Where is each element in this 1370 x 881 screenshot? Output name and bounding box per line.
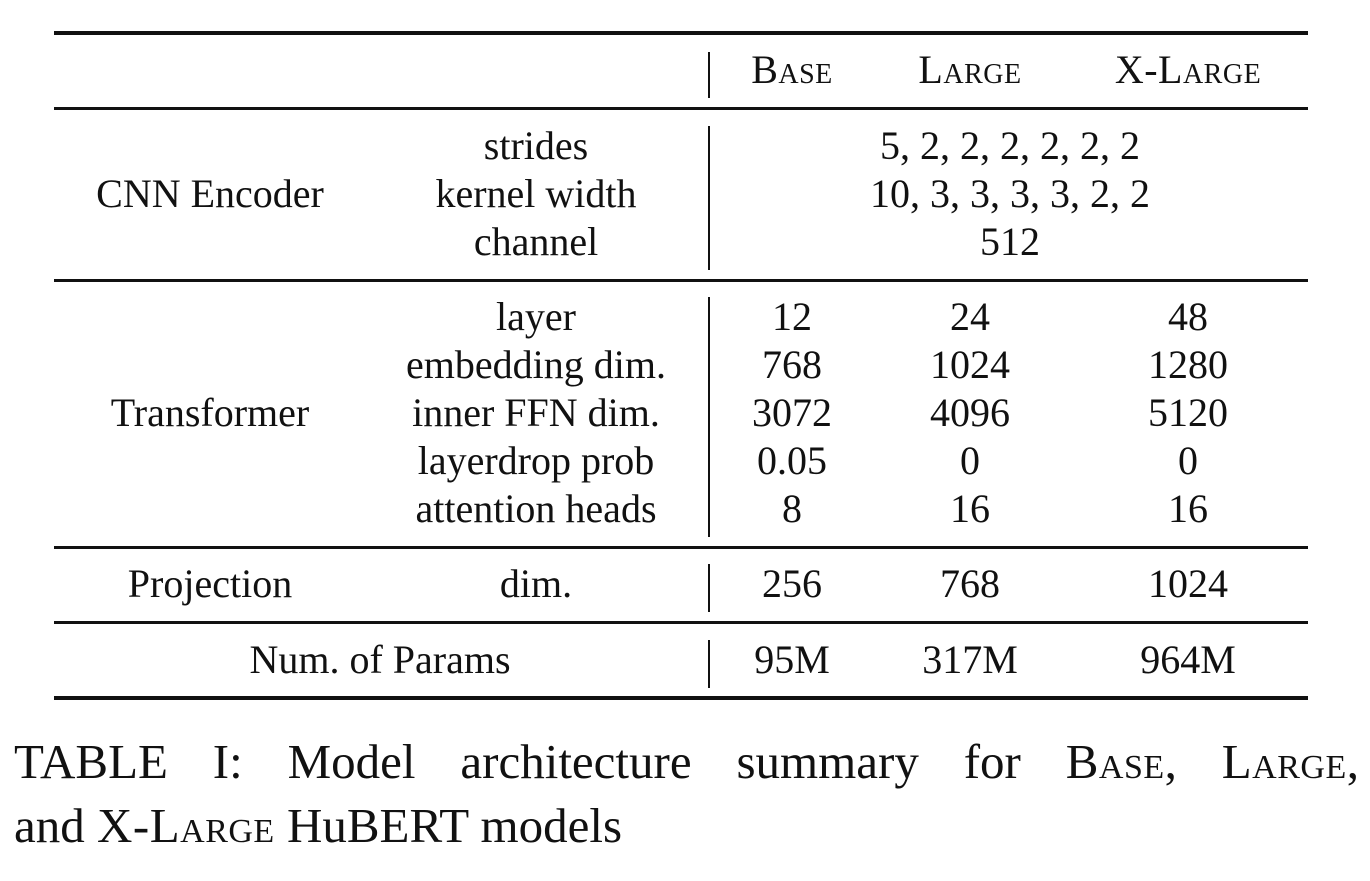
value-large: 317M: [922, 637, 1018, 682]
row-label: layerdrop prob: [417, 438, 655, 483]
value-large: 16: [950, 486, 990, 531]
caption-base: Base: [1065, 734, 1165, 789]
column-separator: [708, 640, 710, 688]
value-large: 24: [950, 294, 990, 339]
value-large: 1024: [930, 342, 1010, 387]
value-base: 3072: [752, 390, 832, 435]
cnn-value: 5, 2, 2, 2, 2, 2, 2: [880, 123, 1140, 168]
value-base: 256: [762, 561, 822, 606]
row-label: kernel width: [435, 171, 637, 216]
caption-prefix: TABLE I: Model architecture summary for: [14, 734, 1066, 789]
row-label: channel: [473, 219, 599, 264]
row-label: attention heads: [415, 486, 657, 531]
value-base: 95M: [754, 637, 830, 682]
value-base: 8: [782, 486, 802, 531]
value-large: 0: [960, 438, 980, 483]
value-xlarge: 964M: [1140, 637, 1236, 682]
caption-suffix: HuBERT models: [274, 798, 623, 853]
row-label: dim.: [499, 561, 573, 606]
group-label-cnn: CNN Encoder: [96, 171, 324, 216]
row-label: embedding dim.: [406, 342, 666, 387]
value-xlarge: 16: [1168, 486, 1208, 531]
column-separator: [708, 564, 710, 612]
cnn-value: 512: [980, 219, 1040, 264]
value-xlarge: 5120: [1148, 390, 1228, 435]
caption-separator: ,: [1346, 734, 1359, 789]
header-xlarge: X-Large: [1114, 47, 1262, 92]
value-xlarge: 0: [1178, 438, 1198, 483]
caption-separator: ,: [1164, 734, 1222, 789]
value-xlarge: 48: [1168, 294, 1208, 339]
group-label-transformer: Transformer: [110, 390, 310, 435]
cnn-value: 10, 3, 3, 3, 3, 2, 2: [870, 171, 1150, 216]
row-label: layer: [496, 294, 576, 339]
params-label: Num. of Params: [249, 637, 511, 682]
row-label: strides: [483, 123, 589, 168]
value-large: 4096: [930, 390, 1010, 435]
caption-large: Large: [1221, 734, 1347, 789]
column-separator: [708, 297, 710, 537]
row-label: inner FFN dim.: [412, 390, 660, 435]
caption-line-1: TABLE I: Model architecture summary for …: [14, 730, 1359, 794]
header-base: Base: [751, 47, 833, 92]
value-xlarge: 1024: [1148, 561, 1228, 606]
table-section-rule: [54, 546, 1308, 549]
caption-and: and: [14, 798, 97, 853]
value-large: 768: [940, 561, 1000, 606]
header-large: Large: [918, 47, 1022, 92]
table-bottom-rule: [54, 696, 1308, 700]
column-separator: [708, 126, 710, 270]
value-base: 768: [762, 342, 822, 387]
column-separator: [708, 52, 710, 98]
table-top-rule: [54, 31, 1308, 35]
value-xlarge: 1280: [1148, 342, 1228, 387]
group-label-projection: Projection: [127, 561, 293, 606]
table-section-rule: [54, 279, 1308, 282]
table-section-rule: [54, 621, 1308, 624]
value-base: 12: [772, 294, 812, 339]
table-header-rule: [54, 107, 1308, 110]
caption-xlarge: X-Large: [97, 798, 275, 853]
value-base: 0.05: [757, 438, 827, 483]
caption-line-2: and X-Large HuBERT models: [14, 794, 1359, 858]
